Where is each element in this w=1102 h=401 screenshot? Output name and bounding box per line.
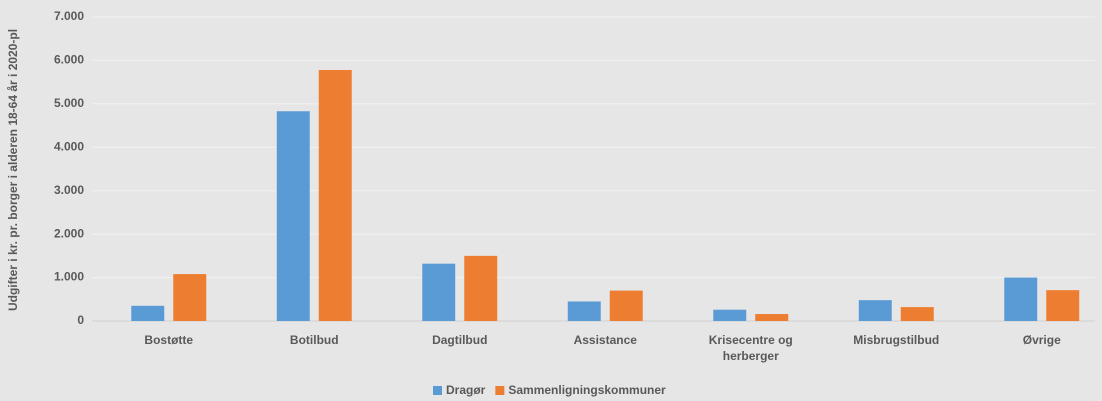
bar xyxy=(276,111,310,322)
bar xyxy=(131,305,165,321)
bar xyxy=(609,290,643,321)
y-tick-label: 3.000 xyxy=(54,183,84,197)
x-tick-label: Bostøtte xyxy=(144,333,194,347)
y-tick-label: 5.000 xyxy=(54,96,84,110)
legend-label: Dragør xyxy=(446,383,486,397)
y-axis-title: Udgifter i kr. pr. borger i alderen 18-6… xyxy=(6,29,20,311)
x-tick-label: Øvrige xyxy=(1022,333,1061,347)
bar xyxy=(464,255,498,321)
x-tick-label: Misbrugstilbud xyxy=(853,333,940,347)
bar xyxy=(755,314,789,321)
bar xyxy=(1004,277,1038,321)
y-tick-label: 2.000 xyxy=(54,226,84,240)
legend-label: Sammenligningskommuner xyxy=(508,383,666,397)
bar xyxy=(173,274,207,321)
bar xyxy=(900,307,934,321)
y-tick-label: 6.000 xyxy=(54,53,84,67)
y-tick-label: 4.000 xyxy=(54,139,84,153)
y-tick-label: 1.000 xyxy=(54,270,84,284)
y-tick-label: 7.000 xyxy=(54,9,84,23)
bar xyxy=(858,300,892,321)
legend-swatch xyxy=(495,386,505,395)
x-tick-label: Dagtilbud xyxy=(432,333,488,347)
bar xyxy=(318,69,352,322)
x-tick-label: Botilbud xyxy=(289,333,339,347)
bar xyxy=(422,263,456,321)
x-tick-label: Assistance xyxy=(573,333,637,347)
y-tick-label: 0 xyxy=(77,313,84,327)
bar xyxy=(713,309,747,321)
bar xyxy=(1046,290,1080,321)
bar xyxy=(567,301,601,321)
legend-swatch xyxy=(433,386,442,395)
x-tick-label: Krisecentre og herberger xyxy=(708,333,793,363)
